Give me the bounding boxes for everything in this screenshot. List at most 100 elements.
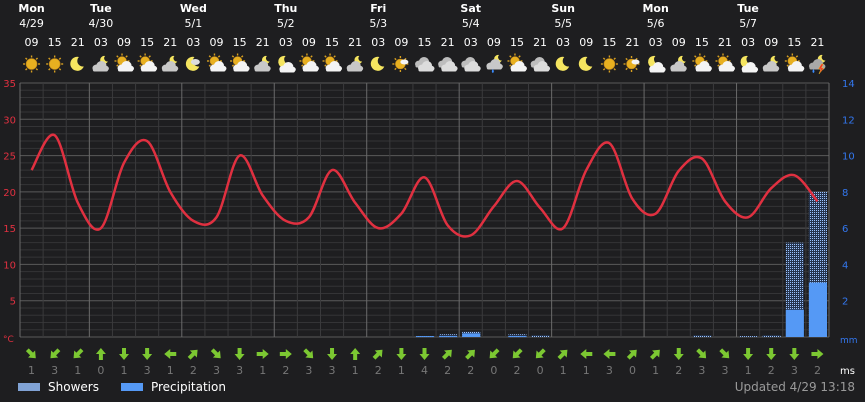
moon-shape	[70, 56, 84, 71]
sun-icon	[600, 55, 618, 73]
sun-ray	[240, 55, 244, 58]
cloud-base	[326, 68, 342, 72]
sun-cloud-icon	[299, 53, 319, 72]
precip-unit: mm	[840, 336, 858, 346]
sun-ray	[231, 55, 235, 58]
wind-row: 1 3 1 0 1 3 1 2 3 3 1 2 3 3 1 2 1 4 2 2 0 2 0 1 1 3 0 1 2 3 3 1 2 3 2 ms	[25, 348, 855, 377]
cloud-base	[649, 69, 665, 73]
small-cloud	[631, 59, 640, 65]
day-date: 5/3	[369, 17, 387, 30]
hour-label: 09	[487, 36, 501, 49]
cloud-moon-icon	[254, 55, 271, 72]
precipitation-bar	[508, 336, 527, 338]
hour-label: 21	[626, 36, 640, 49]
hour-label: 09	[672, 36, 686, 49]
moon-shape	[578, 56, 593, 71]
wind-speed: 2	[513, 364, 520, 377]
cloud-base	[347, 68, 363, 72]
sun-ray	[48, 68, 51, 71]
precip-tick: 8	[842, 188, 848, 199]
showers-bar	[739, 336, 758, 337]
temperature-curve	[30, 133, 819, 238]
weather-icons-row	[23, 53, 826, 75]
cloud-base	[118, 68, 134, 72]
temp-tick: 35	[3, 79, 16, 90]
hour-label: 15	[787, 36, 801, 49]
sun-ray	[125, 55, 128, 58]
hour-label: 03	[279, 36, 293, 49]
precipitation-swatch	[120, 383, 143, 391]
showers-bar	[531, 335, 550, 337]
wind-arrow-icon	[119, 348, 130, 360]
cloud-base	[92, 68, 108, 72]
sun-ray	[518, 55, 521, 58]
day-name: Sat	[460, 2, 481, 15]
sun-ray	[404, 67, 407, 71]
wind-speed: 0	[629, 364, 636, 377]
sun-ray	[726, 55, 729, 58]
day-date: 5/5	[554, 17, 572, 30]
day-name: Fri	[370, 2, 386, 15]
hour-label: 15	[602, 36, 616, 49]
wind-speed: 3	[606, 364, 613, 377]
sun-ray	[208, 55, 212, 58]
wind-arrow-icon	[489, 348, 500, 359]
sun-disc	[25, 58, 38, 70]
sun-ray	[703, 55, 706, 58]
wind-speed: 4	[421, 364, 428, 377]
wind-speed: 1	[745, 364, 752, 377]
temperature-axis: 35 30 25 20 15 10 5 °C	[3, 79, 16, 345]
sun-ray	[625, 57, 628, 61]
sun-ray	[795, 55, 799, 58]
rain-drop	[491, 69, 494, 73]
cloud-base	[486, 66, 502, 70]
wind-speed: 2	[444, 364, 451, 377]
cloud-base	[695, 68, 711, 72]
precip-tick: 6	[842, 224, 848, 235]
hour-label: 15	[695, 36, 709, 49]
legend-precipitation: Precipitation	[150, 380, 226, 394]
cloudy-icon	[415, 57, 435, 72]
sun-icon	[46, 55, 64, 73]
sun-ray	[310, 55, 313, 58]
moon-cloud-icon	[648, 55, 666, 73]
wind-arrow-icon	[396, 348, 407, 360]
showers-swatch	[18, 383, 40, 391]
day-name: Tue	[90, 2, 112, 15]
sun-cloud-icon	[114, 53, 135, 72]
moon-icon	[70, 56, 84, 71]
sun-ray	[25, 57, 28, 60]
temp-tick: 30	[3, 115, 16, 126]
wind-arrow-icon	[50, 348, 61, 359]
hour-label: 21	[441, 36, 455, 49]
sun-ray	[509, 55, 512, 58]
wind-speed: 1	[560, 364, 567, 377]
hour-label: 03	[649, 36, 663, 49]
sun-ray	[217, 55, 221, 58]
temp-tick: 10	[3, 260, 16, 271]
wind-speed: 3	[144, 364, 151, 377]
wind-arrow-icon	[372, 349, 383, 360]
hour-label: 03	[741, 36, 755, 49]
legend: Showers Precipitation	[18, 380, 226, 394]
wind-speed: 3	[213, 364, 220, 377]
precipitation-bar	[785, 309, 804, 337]
wind-speed: 2	[375, 364, 382, 377]
showers-bar	[762, 335, 781, 337]
sun-cloud-icon	[692, 53, 712, 72]
wind-speed: 2	[190, 364, 197, 377]
day-date: 4/30	[89, 17, 114, 30]
cloud-base	[162, 68, 178, 72]
day-date: 5/1	[185, 17, 203, 30]
temp-tick: 15	[3, 224, 16, 235]
hour-label: 09	[209, 36, 223, 49]
wind-speed: 1	[259, 364, 266, 377]
cloud-moon-rain-icon	[486, 54, 503, 73]
wind-speed: 1	[352, 364, 359, 377]
wind-arrow-icon	[279, 349, 292, 359]
wind-arrow-icon	[73, 348, 84, 359]
sun-ray	[231, 64, 235, 67]
hour-labels: 09 15 21 03 09 15 21 03 09 15 21 03 09 15 21 03 09 15 21 03…	[25, 36, 825, 49]
hour-label: 21	[348, 36, 362, 49]
precipitation-bar	[439, 336, 458, 338]
